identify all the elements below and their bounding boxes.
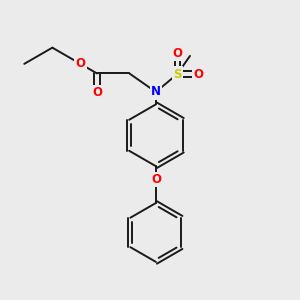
Text: O: O — [193, 68, 203, 80]
Text: O: O — [92, 86, 102, 99]
Text: O: O — [151, 173, 161, 186]
Text: N: N — [151, 85, 161, 98]
Text: O: O — [75, 57, 85, 70]
Text: O: O — [172, 47, 182, 60]
Text: S: S — [173, 68, 182, 80]
